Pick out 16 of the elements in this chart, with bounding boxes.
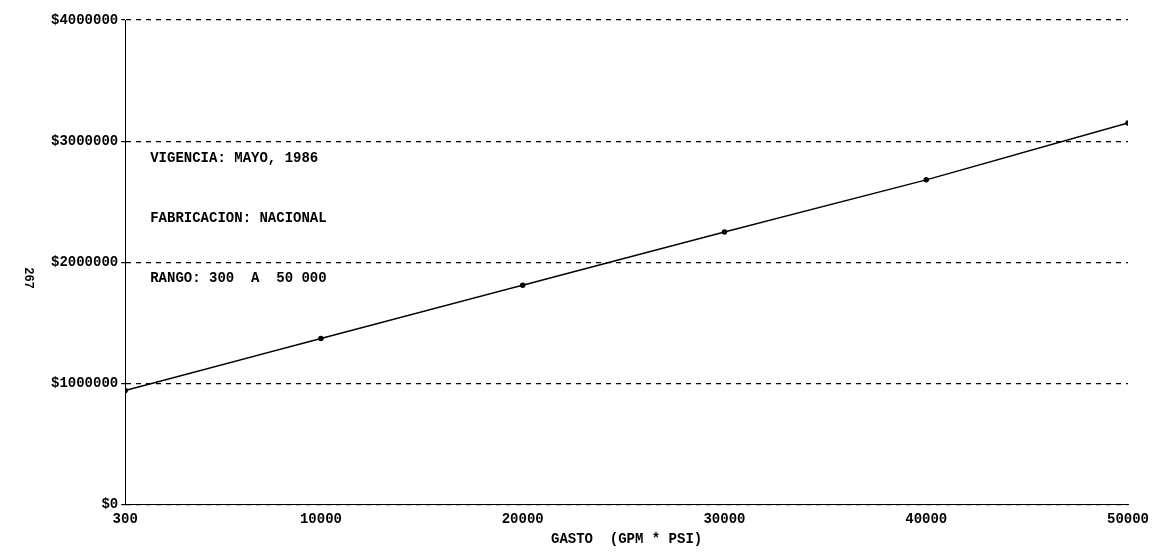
x-tick-label: 30000 <box>703 511 746 528</box>
y-tick-label: $0 <box>101 495 119 512</box>
annotation: FABRICACION: NACIONAL <box>150 209 327 226</box>
y-tick-label: $3000000 <box>50 132 119 149</box>
annotation: RANGO: 300 A 50 000 <box>150 269 327 286</box>
x-tick-label: 10000 <box>299 511 342 528</box>
x-tick-label: 300 <box>112 511 138 528</box>
y-tick-label: $1000000 <box>50 374 119 391</box>
annotation: VIGENCIA: MAYO, 1986 <box>150 149 319 166</box>
y-tick-label: $2000000 <box>50 253 119 270</box>
x-tick-label: 50000 <box>1106 511 1150 528</box>
x-axis-title: GASTO (GPM * PSI) <box>550 531 703 548</box>
text: 267 <box>20 267 35 289</box>
y-tick-label: $4000000 <box>50 11 119 28</box>
x-tick-label: 40000 <box>905 511 948 528</box>
x-tick-label: 20000 <box>501 511 544 528</box>
